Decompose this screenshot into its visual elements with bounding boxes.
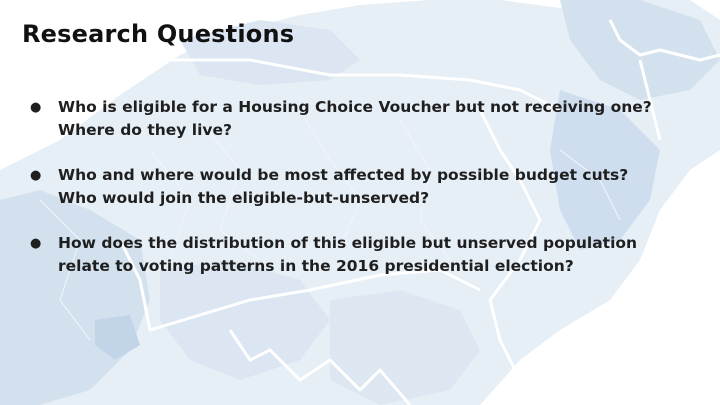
map-region-central — [160, 260, 330, 380]
map-region-northeast — [560, 0, 720, 100]
bullet-item: ● Who is eligible for a Housing Choice V… — [30, 96, 690, 142]
county-line — [39, 199, 91, 341]
bullet-line: How does the distribution of this eligib… — [58, 234, 638, 252]
map-region-coast — [550, 90, 660, 250]
bullet-dot-icon: ● — [30, 100, 42, 115]
county-line — [559, 149, 621, 221]
county-line — [199, 119, 261, 261]
state-border-line-3 — [478, 109, 542, 381]
county-line — [399, 119, 451, 261]
state-border-line-6 — [638, 59, 662, 141]
map-region-small-dark — [95, 315, 140, 360]
bullet-item: ● Who and where would be most affected b… — [30, 164, 690, 210]
bullet-list: ● Who is eligible for a Housing Choice V… — [30, 96, 690, 300]
state-border-line-4 — [228, 329, 412, 405]
map-region-north — [180, 20, 360, 85]
bullet-line: Where do they live? — [58, 121, 233, 139]
bullet-line: relate to voting patterns in the 2016 pr… — [58, 257, 574, 275]
bullet-dot-icon: ● — [30, 168, 42, 183]
bullet-line: Who is eligible for a Housing Choice Vou… — [58, 98, 652, 116]
state-border-line-5 — [608, 19, 720, 62]
bullet-line: Who and where would be most affected by … — [58, 166, 629, 184]
bullet-dot-icon: ● — [30, 236, 42, 251]
county-outlines — [39, 109, 621, 341]
state-border-line-1 — [89, 58, 561, 112]
state-border-line-2 — [118, 239, 481, 332]
bullet-item: ● How does the distribution of this elig… — [30, 232, 690, 278]
county-line — [299, 109, 361, 251]
map-region-south — [330, 290, 480, 405]
slide-title: Research Questions — [22, 20, 295, 48]
bullet-line: Who would join the eligible-but-unserved… — [58, 189, 430, 207]
county-line — [149, 149, 191, 261]
state-boundaries — [89, 19, 720, 405]
